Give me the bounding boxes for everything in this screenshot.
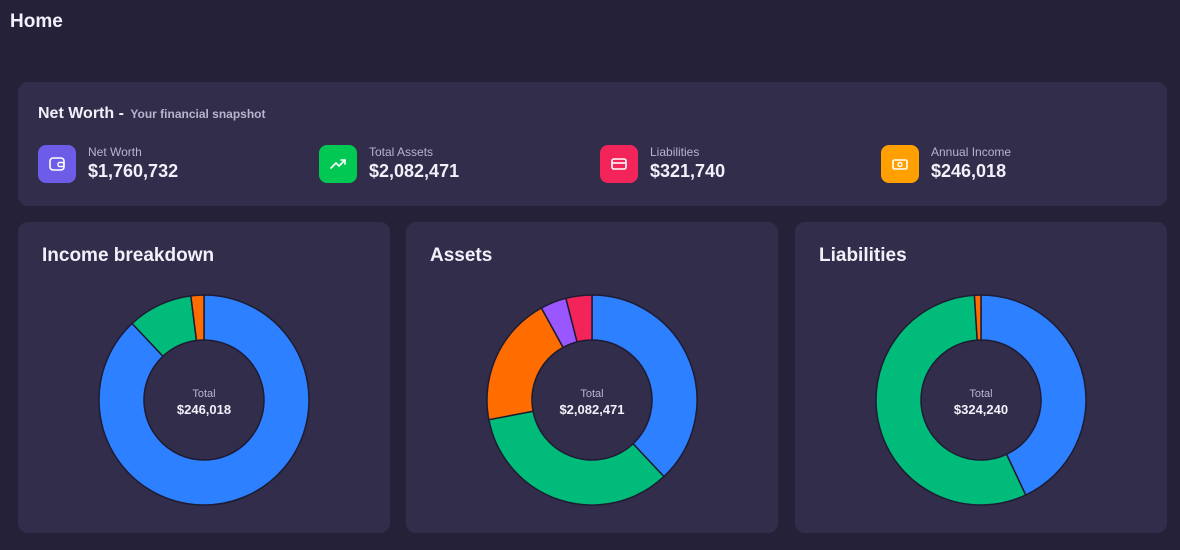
stat-total-assets-tile: [319, 145, 357, 183]
income-breakdown-card: Income breakdown Total $246,018: [18, 222, 390, 533]
wallet-icon: [49, 157, 65, 171]
donut-slice-3[interactable]: [190, 294, 205, 342]
net-worth-heading-text: Net Worth -: [38, 105, 124, 122]
donut-slice-1[interactable]: [98, 294, 310, 506]
stat-net-worth-tile: [38, 145, 76, 183]
assets-title: Assets: [430, 245, 493, 266]
income-breakdown-total-value: $246,018: [176, 402, 232, 417]
donut-slice-1[interactable]: [591, 294, 698, 478]
liabilities-card: Liabilities Total $324,240: [795, 222, 1167, 533]
income-breakdown-donut: [98, 294, 310, 506]
assets-card: Assets Total $2,082,471: [406, 222, 778, 533]
donut-slice-2[interactable]: [487, 410, 665, 506]
donut-slice-5[interactable]: [564, 294, 593, 343]
assets-donut: [486, 294, 698, 506]
stat-annual-income-value: $246,018: [931, 161, 1007, 181]
liabilities-donut: [875, 294, 1087, 506]
stat-total-assets-value: $2,082,471: [369, 161, 460, 181]
donut-slice-2[interactable]: [875, 294, 1027, 506]
stat-net-worth-label: Net Worth: [88, 145, 142, 159]
cash-icon: [892, 159, 908, 170]
income-breakdown-title: Income breakdown: [42, 245, 215, 266]
income-breakdown-total-label: Total: [192, 388, 216, 400]
donut-slice-3[interactable]: [973, 294, 982, 341]
net-worth-subheading: Your financial snapshot: [130, 107, 266, 121]
liabilities-total-label: Total: [969, 388, 993, 400]
assets-total-value: $2,082,471: [559, 402, 625, 417]
net-worth-heading: Net Worth - Your financial snapshot: [38, 105, 266, 123]
stat-liabilities-value: $321,740: [650, 161, 726, 181]
stat-annual-income-tile: [881, 145, 919, 183]
stat-liabilities-tile: [600, 145, 638, 183]
stat-liabilities-label: Liabilities: [650, 145, 700, 159]
stat-annual-income-label: Annual Income: [931, 145, 1012, 159]
stat-total-assets-label: Total Assets: [369, 145, 434, 159]
liabilities-total-value: $324,240: [953, 402, 1009, 417]
stat-net-worth-value: $1,760,732: [88, 161, 179, 181]
net-worth-card: Net Worth - Your financial snapshot Net …: [18, 82, 1167, 206]
credit-card-icon: [611, 158, 627, 170]
donut-slice-1[interactable]: [980, 294, 1087, 497]
liabilities-title: Liabilities: [819, 245, 907, 266]
trending-up-icon: [330, 159, 346, 169]
page-title: Home: [10, 11, 63, 32]
assets-total-label: Total: [580, 388, 604, 400]
